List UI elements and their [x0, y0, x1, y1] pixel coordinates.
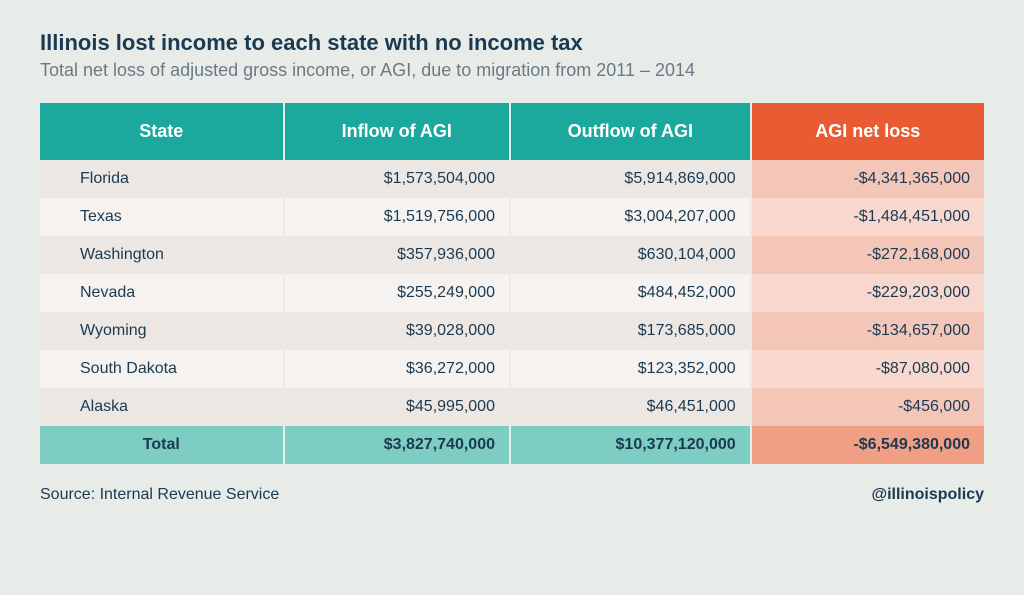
- cell-outflow: $484,452,000: [510, 274, 751, 312]
- cell-inflow: $255,249,000: [284, 274, 510, 312]
- cell-netloss: -$272,168,000: [751, 236, 984, 274]
- cell-inflow: $36,272,000: [284, 350, 510, 388]
- cell-inflow: $357,936,000: [284, 236, 510, 274]
- cell-netloss: -$456,000: [751, 388, 984, 426]
- cell-outflow: $630,104,000: [510, 236, 751, 274]
- cell-total-netloss: -$6,549,380,000: [751, 426, 984, 464]
- cell-total-label: Total: [40, 426, 284, 464]
- cell-netloss: -$134,657,000: [751, 312, 984, 350]
- table-row: Alaska$45,995,000$46,451,000-$456,000: [40, 388, 984, 426]
- chart-title: Illinois lost income to each state with …: [40, 30, 984, 56]
- cell-inflow: $45,995,000: [284, 388, 510, 426]
- cell-netloss: -$1,484,451,000: [751, 198, 984, 236]
- cell-outflow: $173,685,000: [510, 312, 751, 350]
- cell-outflow: $123,352,000: [510, 350, 751, 388]
- col-header-inflow: Inflow of AGI: [284, 103, 510, 160]
- cell-state: Wyoming: [40, 312, 284, 350]
- cell-state: Washington: [40, 236, 284, 274]
- cell-netloss: -$87,080,000: [751, 350, 984, 388]
- table-header-row: State Inflow of AGI Outflow of AGI AGI n…: [40, 103, 984, 160]
- cell-state: Florida: [40, 160, 284, 198]
- cell-inflow: $1,573,504,000: [284, 160, 510, 198]
- cell-state: South Dakota: [40, 350, 284, 388]
- table-total-row: Total$3,827,740,000$10,377,120,000-$6,54…: [40, 426, 984, 464]
- chart-footer: Source: Internal Revenue Service @illino…: [40, 486, 984, 504]
- table-row: Florida$1,573,504,000$5,914,869,000-$4,3…: [40, 160, 984, 198]
- table-row: Wyoming$39,028,000$173,685,000-$134,657,…: [40, 312, 984, 350]
- cell-state: Texas: [40, 198, 284, 236]
- handle-text: @illinoispolicy: [871, 486, 984, 504]
- table-body: Florida$1,573,504,000$5,914,869,000-$4,3…: [40, 160, 984, 464]
- source-text: Source: Internal Revenue Service: [40, 486, 279, 504]
- agi-table: State Inflow of AGI Outflow of AGI AGI n…: [40, 103, 984, 464]
- table-row: Washington$357,936,000$630,104,000-$272,…: [40, 236, 984, 274]
- table-row: Nevada$255,249,000$484,452,000-$229,203,…: [40, 274, 984, 312]
- table-row: Texas$1,519,756,000$3,004,207,000-$1,484…: [40, 198, 984, 236]
- col-header-outflow: Outflow of AGI: [510, 103, 751, 160]
- cell-netloss: -$229,203,000: [751, 274, 984, 312]
- cell-state: Nevada: [40, 274, 284, 312]
- cell-netloss: -$4,341,365,000: [751, 160, 984, 198]
- cell-inflow: $1,519,756,000: [284, 198, 510, 236]
- cell-total-inflow: $3,827,740,000: [284, 426, 510, 464]
- cell-state: Alaska: [40, 388, 284, 426]
- col-header-netloss: AGI net loss: [751, 103, 984, 160]
- table-row: South Dakota$36,272,000$123,352,000-$87,…: [40, 350, 984, 388]
- cell-inflow: $39,028,000: [284, 312, 510, 350]
- chart-subtitle: Total net loss of adjusted gross income,…: [40, 60, 984, 81]
- cell-total-outflow: $10,377,120,000: [510, 426, 751, 464]
- cell-outflow: $5,914,869,000: [510, 160, 751, 198]
- cell-outflow: $3,004,207,000: [510, 198, 751, 236]
- cell-outflow: $46,451,000: [510, 388, 751, 426]
- col-header-state: State: [40, 103, 284, 160]
